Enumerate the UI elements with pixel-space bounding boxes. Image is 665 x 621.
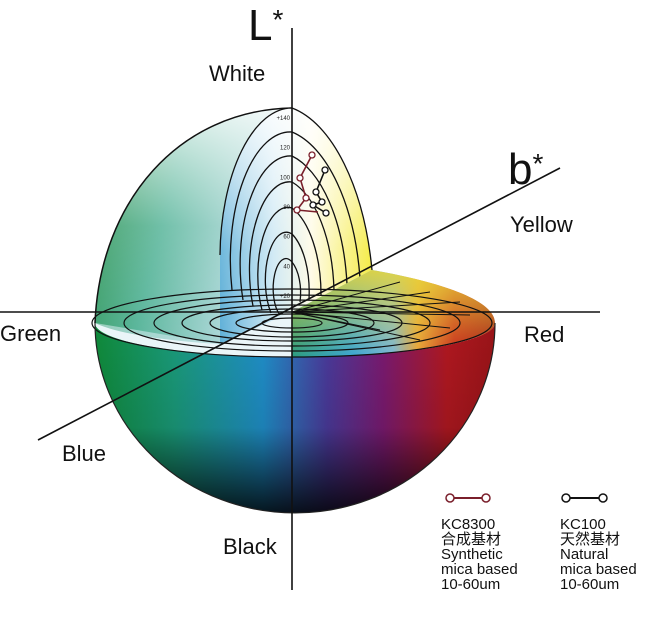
kc100-point bbox=[309, 201, 317, 209]
b-axis-letter: b bbox=[508, 145, 533, 194]
kc100-point bbox=[322, 209, 330, 217]
kc8300-swatch bbox=[445, 493, 491, 503]
lightness-arcs bbox=[219, 107, 373, 316]
legend-chinese: 天然基材 bbox=[560, 531, 621, 548]
legend-desc-line1: Natural bbox=[560, 546, 609, 563]
legend-code: KC8300 bbox=[441, 516, 496, 533]
scale-tick-label: 40 bbox=[283, 264, 290, 270]
kc100-point bbox=[321, 166, 329, 174]
kc8300-point bbox=[302, 194, 310, 202]
legend-size: 10-60um bbox=[560, 576, 620, 593]
red-label: Red bbox=[524, 322, 565, 347]
legend-item-kc100: KC100 天然基材 Natural mica based 10-60um bbox=[560, 517, 637, 592]
sphere-outline bbox=[94, 322, 496, 514]
black-label: Black bbox=[223, 534, 277, 559]
green-label: Green bbox=[0, 321, 62, 346]
scale-tick-label: 100 bbox=[280, 175, 291, 181]
l-star-axis-title: L* bbox=[248, 4, 283, 48]
legend-desc-line1: Synthetic bbox=[441, 546, 503, 563]
legend-desc-line2: mica based bbox=[560, 561, 637, 578]
scale-tick-label: 80 bbox=[283, 205, 290, 211]
measured-points bbox=[293, 151, 330, 217]
lower-hemisphere bbox=[95, 323, 495, 513]
lightness-scale: +140 120 100 80 60 40 +20 bbox=[276, 116, 290, 300]
scale-tick-label: +140 bbox=[276, 116, 290, 122]
kc8300-point bbox=[296, 174, 304, 182]
kc8300-point bbox=[308, 151, 316, 159]
b-axis-line bbox=[37, 167, 561, 441]
scale-tick-label: 60 bbox=[283, 235, 290, 241]
legend-swatches bbox=[445, 493, 608, 503]
legend-item-kc8300: KC8300 合成基材 Synthetic mica based 10-60um bbox=[441, 517, 518, 592]
kc100-point bbox=[318, 198, 326, 206]
legend-desc-line2: mica based bbox=[441, 561, 518, 578]
b-star-axis-title: b* bbox=[508, 148, 543, 192]
scale-tick-label: +20 bbox=[280, 294, 291, 300]
white-label: White bbox=[209, 61, 266, 86]
kc100-point bbox=[312, 188, 320, 196]
kc8300-point bbox=[293, 206, 301, 214]
l-axis-star: * bbox=[272, 4, 284, 35]
legend-code: KC100 bbox=[560, 516, 606, 533]
yellow-label: Yellow bbox=[510, 212, 573, 237]
scale-tick-label: 120 bbox=[280, 146, 291, 152]
l-axis-letter: L bbox=[248, 1, 273, 50]
blue-label: Blue bbox=[62, 441, 107, 466]
b-axis-star: * bbox=[532, 148, 544, 179]
upper-left-quarter bbox=[94, 107, 293, 344]
legend-chinese: 合成基材 bbox=[441, 531, 502, 548]
legend-size: 10-60um bbox=[441, 576, 501, 593]
axes bbox=[0, 28, 600, 590]
kc100-swatch bbox=[561, 493, 608, 503]
